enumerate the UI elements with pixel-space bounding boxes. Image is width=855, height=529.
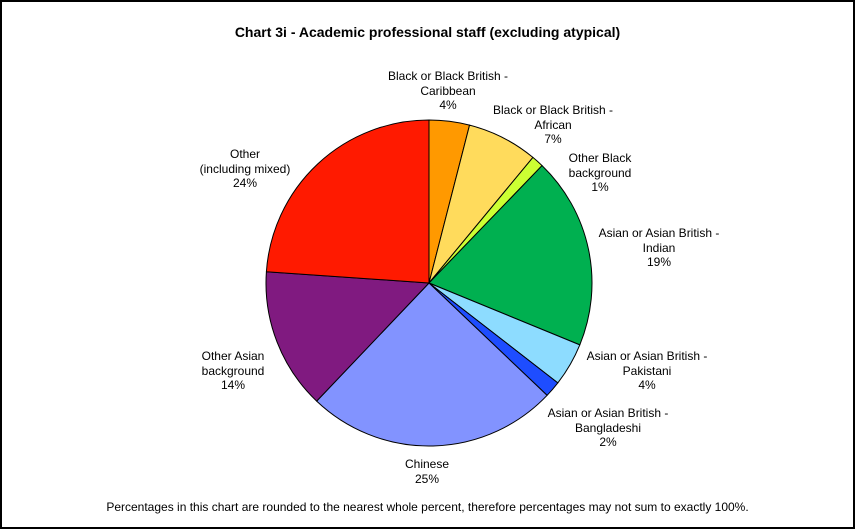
slice-label-line: Asian or Asian British - xyxy=(586,349,708,363)
slice-label-line: background xyxy=(201,363,265,378)
slice-percent: 2% xyxy=(599,435,617,449)
slice-label-line: Asian or Asian British - xyxy=(598,226,720,240)
slice-percent: 7% xyxy=(544,132,562,146)
slice-label-line: Other xyxy=(229,147,261,161)
slice-label-line: Other Black xyxy=(568,151,632,165)
slice-label-other-black-background: Other Black background 1% xyxy=(569,151,632,195)
slice-label-line: Caribbean xyxy=(420,83,476,98)
slice-label-black-or-black-british-caribbean: Black or Black British - Caribbean 4% xyxy=(388,69,508,113)
chart-footnote: Percentages in this chart are rounded to… xyxy=(106,500,749,514)
slice-percent: 14% xyxy=(220,378,246,392)
slice-percent: 24% xyxy=(232,176,258,190)
pie-slice-other-including-mixed xyxy=(265,119,430,284)
slice-percent: 4% xyxy=(439,98,457,112)
slice-label-black-or-black-british-african: Black or Black British - African 7% xyxy=(493,103,613,147)
slice-label-line: Indian xyxy=(642,240,676,255)
slice-label-asian-or-asian-british-pakistani: Asian or Asian British - Pakistani 4% xyxy=(587,349,708,393)
chart-title: Chart 3i - Academic professional staff (… xyxy=(234,24,621,40)
slice-label-line: Chinese xyxy=(404,457,450,471)
slice-label-line: Pakistani xyxy=(622,363,672,378)
slice-percent: 1% xyxy=(591,180,609,194)
slice-label-line: background xyxy=(568,165,632,180)
slice-percent: 19% xyxy=(646,255,672,269)
slice-percent: 4% xyxy=(638,378,656,392)
slice-label-line: Other Asian xyxy=(201,349,265,363)
slice-label-line: Bangladeshi xyxy=(574,420,642,435)
slice-label-asian-or-asian-british-bangladeshi: Asian or Asian British - Bangladeshi 2% xyxy=(548,406,669,450)
slice-label-line: African xyxy=(534,117,572,132)
slice-label-other-asian-background: Other Asian background 14% xyxy=(202,349,265,393)
slice-label-other-including-mixed: Other (including mixed) 24% xyxy=(200,147,291,191)
pie-slice-other-asian-background xyxy=(265,271,430,402)
pie-slice-chinese xyxy=(316,282,548,447)
slice-label-chinese: Chinese 25% xyxy=(405,457,449,486)
slice-label-line: Black or Black British - xyxy=(387,69,509,83)
slice-label-line: Black or Black British - xyxy=(492,103,614,117)
slice-label-line: (including mixed) xyxy=(199,161,291,176)
slice-percent: 25% xyxy=(414,471,440,486)
slice-label-asian-or-asian-british-indian: Asian or Asian British - Indian 19% xyxy=(599,226,720,270)
slice-label-line: Asian or Asian British - xyxy=(547,406,669,420)
pie-slice-asian-or-asian-british-indian xyxy=(428,165,593,346)
